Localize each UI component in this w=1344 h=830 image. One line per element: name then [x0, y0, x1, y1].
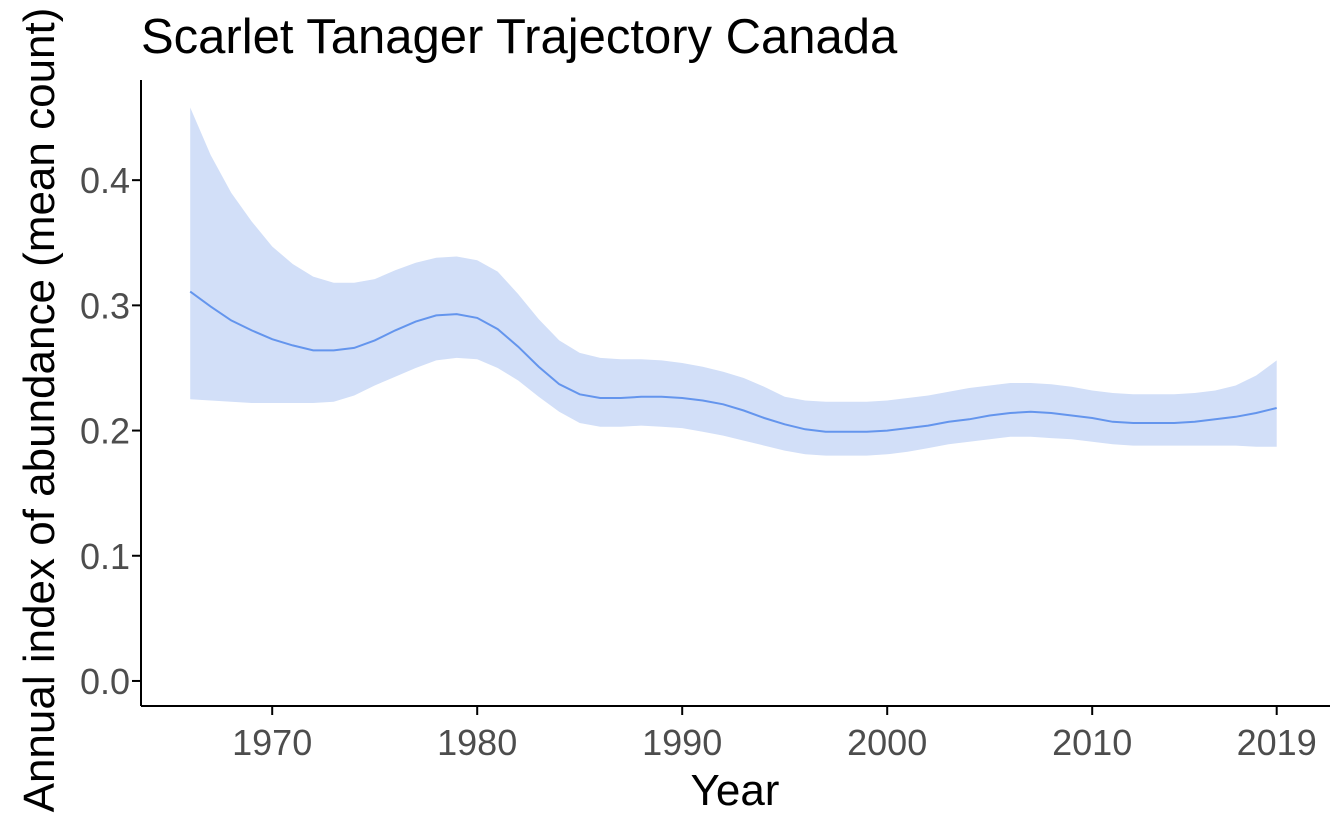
x-tick-label: 1990 — [642, 722, 722, 763]
y-tick-label: 0.1 — [80, 536, 130, 577]
chart-title: Scarlet Tanager Trajectory Canada — [141, 10, 898, 64]
y-tick-label: 0.4 — [80, 160, 130, 201]
plot-area — [189, 107, 1277, 456]
trend-line — [189, 290, 1277, 433]
y-tick-label: 0.0 — [80, 661, 130, 702]
x-tick-label: 2010 — [1052, 722, 1132, 763]
y-axis-ticks: 0.0 0.1 0.2 0.3 0.4 — [80, 160, 141, 702]
y-tick-label: 0.3 — [80, 285, 130, 326]
x-axis-title: Year — [691, 766, 780, 815]
x-tick-label: 2019 — [1237, 722, 1317, 763]
axes: 1970 1980 1990 2000 2010 2019 0.0 0.1 0.2 0.3 0.4 — [80, 80, 1330, 763]
x-tick-label: 2000 — [847, 722, 927, 763]
x-tick-label: 1980 — [437, 722, 517, 763]
confidence-ribbon — [190, 107, 1277, 456]
x-tick-label: 1970 — [232, 722, 312, 763]
y-tick-label: 0.2 — [80, 411, 130, 452]
x-axis-ticks: 1970 1980 1990 2000 2010 2019 — [232, 706, 1317, 763]
y-axis-title: Annual index of abundance (mean count) — [15, 8, 64, 813]
